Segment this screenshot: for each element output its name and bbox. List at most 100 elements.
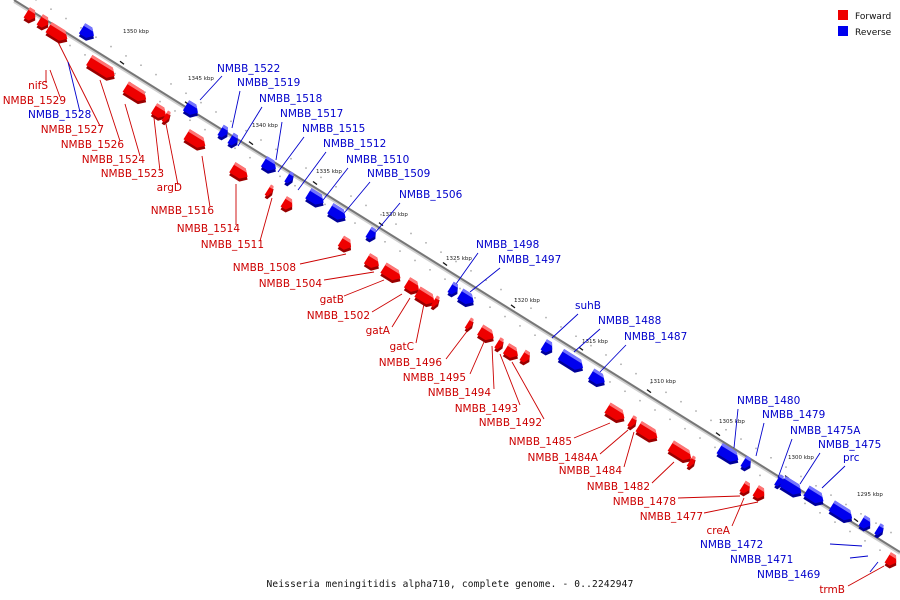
reverse-gene-feature [828,500,853,524]
reverse-gene-feature [365,226,376,243]
gene-highlight [524,349,530,356]
track-dot [440,251,442,253]
gene-body [229,162,248,179]
gene-label: NMBB_1492 [479,417,542,429]
track-dot [140,64,142,67]
track-dot [200,101,202,104]
track-dot [414,259,416,262]
reverse-gene-feature [803,485,824,507]
track-dot [395,223,397,225]
label-leader [849,555,869,559]
track-dot [849,530,851,533]
kbp-tick-label: 1335 kbp [316,169,342,175]
gene-highlight [222,124,228,131]
track-dot [714,446,716,449]
forward-gene-feature [414,286,435,308]
track-dot [410,232,412,235]
gene-highlight [166,110,171,116]
gene-body [86,54,115,78]
track-dot [204,128,206,131]
reverse-gene-feature [587,368,605,388]
forward-gene-feature [752,485,765,502]
gene-highlight [691,455,696,461]
kbp-tick-label: 1315 kbp [582,339,608,345]
gene-label: NMBB_1488 [598,315,661,327]
gene-label: gatB [320,294,344,306]
gene-highlight [833,500,852,515]
track-dot [84,54,86,56]
gene-label: NMBB_1493 [455,403,518,415]
forward-gene-feature [363,253,379,271]
forward-gene-feature [476,324,494,344]
label-leader [755,422,765,457]
track-dot [470,270,472,272]
gene-highlight [721,443,738,456]
gene-label: NMBB_1509 [367,168,430,180]
track-dot [189,119,191,122]
reverse-gene-feature [305,188,324,208]
gene-label: NMBB_1479 [762,409,825,421]
label-leader [623,431,635,468]
gene-highlight [187,100,198,109]
gene-highlight [640,421,657,434]
track-dot [684,427,686,430]
forward-gene-feature [229,162,248,182]
track-dot [665,391,667,394]
forward-gene-feature [23,7,36,24]
reverse-gene-feature [779,476,802,498]
track-dot [534,334,536,336]
track-dot [800,475,802,478]
gene-body [380,262,401,281]
gene-label: NMBB_1502 [307,310,370,322]
gene-highlight [368,253,379,262]
gene-highlight [385,262,400,275]
gene-highlight [452,281,458,288]
gene-body [327,203,346,220]
track-dot [519,325,521,327]
gene-highlight [757,485,765,493]
gene-label: gatC [389,341,414,353]
track-dot [515,298,517,300]
kbp-tick-mark [378,222,384,227]
gene-highlight [188,129,205,142]
track-dot [485,279,487,281]
forward-gene-feature [36,14,49,31]
forward-gene-feature [884,552,897,569]
gene-body [716,443,739,462]
reverse-gene-feature [716,443,739,465]
gene-label: NMBB_1484 [559,465,623,477]
gene-body [122,81,147,102]
track-dots [24,0,896,561]
forward-gene-feature [150,103,166,121]
backbone-layer [13,0,900,555]
gene-highlight [269,184,274,190]
label-leader [445,329,469,360]
reverse-gene-feature [260,156,276,174]
reverse-gene-feature [557,349,584,373]
gene-highlight [41,14,49,22]
gene-label: NMBB_1515 [302,123,365,135]
gene-body [828,500,853,521]
genome-backbone [13,0,900,553]
track-dot [560,326,562,328]
track-dot [575,335,577,338]
gene-highlight [808,485,823,498]
label-leader [153,117,161,172]
track-dot [290,157,292,160]
gene-label: NMBB_1496 [379,357,443,369]
track-dot [635,372,637,375]
gene-label: NMBB_1504 [259,278,323,290]
gene-highlight [745,455,751,462]
label-leader [491,345,495,390]
reverse-gene-feature [858,515,871,532]
gene-features [23,7,897,569]
reverse-gene-feature [540,339,553,356]
gene-label: NMBB_1514 [177,223,241,235]
forward-gene-feature [161,110,171,126]
label-leader [599,429,629,455]
label-leader [551,313,579,339]
forward-gene-feature [264,184,274,200]
track-dot [444,278,446,280]
track-dot [590,344,592,347]
label-leader [799,452,821,485]
